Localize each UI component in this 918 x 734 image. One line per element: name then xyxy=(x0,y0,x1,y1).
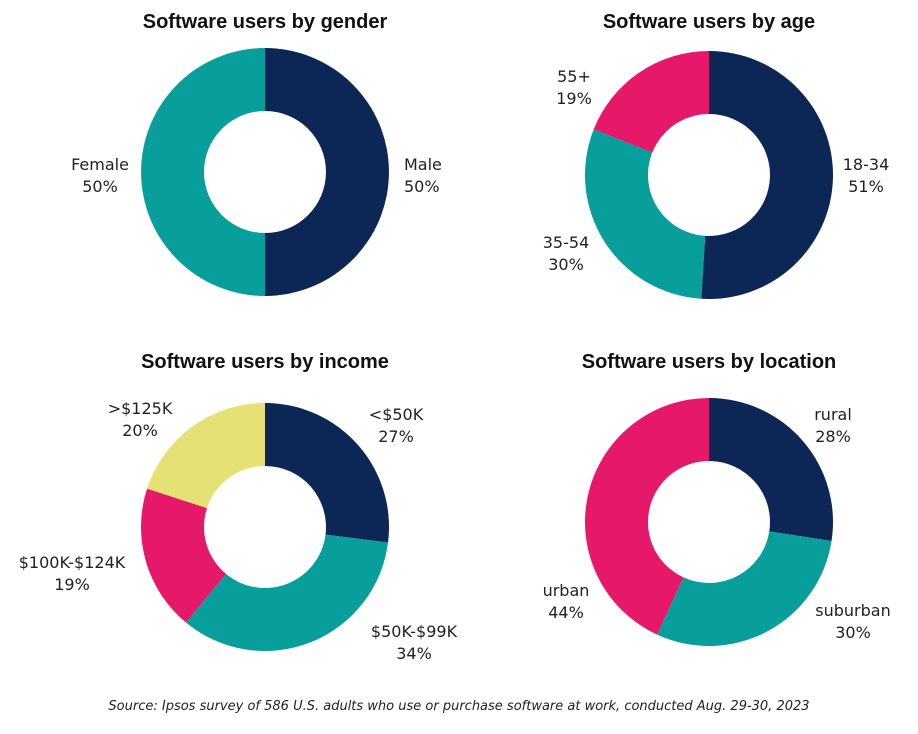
slice-category: suburban xyxy=(815,601,890,620)
slice-label-50k-99k: $50K-$99K 34% xyxy=(371,622,458,663)
slice-label-50k: <$50K 27% xyxy=(369,405,424,446)
slice-urban xyxy=(584,398,709,635)
slice-50k-99k xyxy=(185,534,389,651)
slice-125k xyxy=(147,403,265,509)
chart-title: Software users by age xyxy=(603,11,815,33)
slice-category: Female xyxy=(71,155,129,174)
slice-category: $100K-$124K xyxy=(19,553,126,572)
slice-label-100k-124k: $100K-$124K 19% xyxy=(19,553,126,594)
slice-percent: 19% xyxy=(54,575,90,594)
donut-chart-4: Software users by location rural 28% suburb… xyxy=(543,351,891,647)
slice-category: rural xyxy=(814,405,852,424)
slice-percent: 51% xyxy=(848,177,884,196)
slice-percent: 30% xyxy=(835,623,871,642)
slice-label-rural: rural 28% xyxy=(814,405,852,446)
slice-percent: 34% xyxy=(396,644,432,663)
slice-category: >$125K xyxy=(108,399,173,418)
slice-50k xyxy=(265,403,389,543)
slice-percent: 27% xyxy=(378,427,414,446)
slice-percent: 20% xyxy=(122,421,158,440)
slice-category: urban xyxy=(543,581,590,600)
slice-category: $50K-$99K xyxy=(371,622,458,641)
slice-percent: 30% xyxy=(548,255,584,274)
donut-chart-3: Software users by income <$50K 27% $50K-$99… xyxy=(19,351,458,663)
slice-percent: 44% xyxy=(548,603,584,622)
slice-category: 55+ xyxy=(557,67,591,86)
slice-label-male: Male 50% xyxy=(404,155,442,196)
slice-category: <$50K xyxy=(369,405,424,424)
donut-chart-2: Software users by age 18-34 51% 35-54 30% 55+… xyxy=(543,11,890,299)
slice-55 xyxy=(593,51,709,153)
slice-female xyxy=(141,48,265,296)
slice-label-urban: urban 44% xyxy=(543,581,590,622)
slice-label-35-54: 35-54 30% xyxy=(543,233,590,274)
source-note: Source: Ipsos survey of 586 U.S. adults … xyxy=(108,699,810,714)
slice-percent: 50% xyxy=(404,177,440,196)
slice-category: Male xyxy=(404,155,442,174)
chart-title: Software users by gender xyxy=(143,11,388,33)
slice-category: 35-54 xyxy=(543,233,590,252)
slice-label-55: 55+ 19% xyxy=(556,67,592,108)
slice-label-female: Female 50% xyxy=(71,155,129,196)
slice-100k-124k xyxy=(140,488,227,623)
slice-label-125k: >$125K 20% xyxy=(108,399,173,440)
slice-35-54 xyxy=(585,129,706,299)
slice-percent: 19% xyxy=(556,89,592,108)
chart-title: Software users by income xyxy=(141,351,389,373)
chart-title: Software users by location xyxy=(582,351,837,373)
slice-label-suburban: suburban 30% xyxy=(815,601,890,642)
slice-suburban xyxy=(657,531,832,647)
slice-label-18-34: 18-34 51% xyxy=(843,155,890,196)
slice-rural xyxy=(709,398,834,542)
donut-chart-1: Software users by gender Male 50% Female 50% xyxy=(71,11,442,296)
slice-percent: 28% xyxy=(815,427,851,446)
slice-18-34 xyxy=(701,51,834,299)
slice-percent: 50% xyxy=(82,177,118,196)
slice-category: 18-34 xyxy=(843,155,890,174)
slice-male xyxy=(265,48,389,296)
